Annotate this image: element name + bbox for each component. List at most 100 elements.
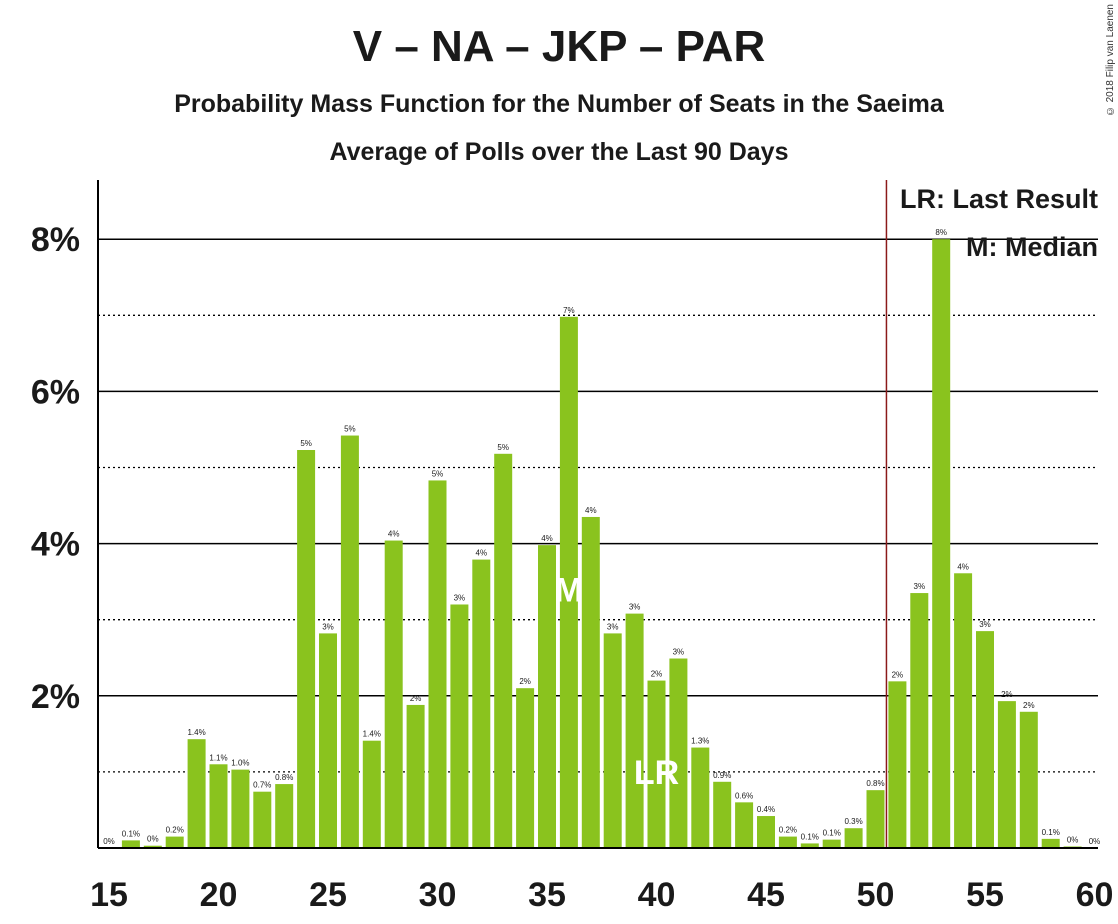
x-tick-label: 15	[90, 876, 128, 914]
chart-subtitle: Probability Mass Function for the Number…	[174, 90, 944, 118]
bar-seat-47	[800, 843, 819, 848]
bar-label-seat-26: 5%	[344, 425, 356, 434]
bar-label-seat-56: 2%	[1001, 690, 1013, 699]
bar-seat-43	[713, 781, 732, 848]
bar-seat-52	[910, 593, 929, 848]
bar-seat-46	[778, 836, 797, 848]
bar-seat-30	[428, 480, 447, 848]
bar-label-seat-38: 3%	[607, 622, 619, 631]
bar-label-seat-34: 2%	[519, 677, 531, 686]
bar-label-seat-19: 1.4%	[187, 728, 205, 737]
y-tick-label: 8%	[31, 221, 80, 259]
bar-seat-55	[976, 631, 994, 848]
x-tick-label: 35	[528, 876, 566, 914]
bar-label-seat-48: 0.1%	[823, 829, 841, 838]
bar-seat-57	[1019, 711, 1038, 848]
y-tick-label: 2%	[31, 678, 80, 716]
bar-label-seat-40: 2%	[651, 670, 663, 679]
bar-seat-58	[1041, 838, 1060, 848]
bar-label-seat-37: 4%	[585, 506, 597, 515]
chart-title: V – NA – JKP – PAR	[352, 22, 766, 71]
bar-seat-36	[559, 316, 578, 848]
bar-seat-24	[297, 449, 316, 848]
bar-label-seat-24: 5%	[300, 439, 312, 448]
bar-label-seat-57: 2%	[1023, 701, 1035, 710]
y-tick-label: 6%	[31, 373, 80, 411]
bar-label-seat-43: 0.9%	[713, 771, 731, 780]
last-result-marker: LR	[634, 754, 679, 792]
bar-label-seat-39: 3%	[629, 603, 641, 612]
bar-seat-26	[340, 435, 359, 848]
x-tick-label: 50	[857, 876, 895, 914]
bar-label-seat-23: 0.8%	[275, 773, 293, 782]
bar-seat-33	[494, 453, 513, 848]
legend-median: M: Median	[966, 232, 1098, 262]
bar-label-seat-46: 0.2%	[779, 826, 797, 835]
bar-label-seat-28: 4%	[388, 530, 400, 539]
bar-seat-54	[954, 573, 973, 848]
x-tick-label: 20	[200, 876, 238, 914]
chart-subtitle-2: Average of Polls over the Last 90 Days	[329, 138, 789, 166]
bar-label-seat-51: 2%	[892, 670, 904, 679]
bar-seat-18	[165, 836, 184, 848]
bar-label-seat-35: 4%	[541, 534, 553, 543]
bar-label-seat-32: 4%	[476, 549, 488, 558]
bar-seat-31	[450, 604, 469, 848]
y-tick-label: 4%	[31, 526, 80, 564]
bar-seat-21	[231, 769, 250, 848]
x-tick-label: 45	[747, 876, 785, 914]
bar-seat-17	[143, 845, 162, 848]
bar-seat-22	[253, 791, 272, 848]
bar-seat-50	[866, 790, 885, 848]
bar-label-seat-20: 1.1%	[209, 753, 227, 762]
bar-seat-25	[319, 633, 337, 848]
bar-seat-20	[209, 764, 228, 848]
bar-label-seat-22: 0.7%	[253, 781, 271, 790]
bar-seat-16	[121, 840, 140, 848]
bar-seat-40	[647, 680, 666, 848]
x-tick-label: 60	[1076, 876, 1114, 914]
bar-label-seat-52: 3%	[914, 582, 926, 591]
bar-label-seat-33: 5%	[497, 443, 509, 452]
bar-seat-35	[538, 545, 556, 848]
x-tick-label: 30	[419, 876, 457, 914]
bar-label-seat-31: 3%	[454, 593, 466, 602]
bar-seat-45	[757, 816, 775, 848]
bar-seat-38	[603, 633, 622, 848]
legend-last-result: LR: Last Result	[899, 184, 1098, 214]
bar-label-seat-59: 0%	[1067, 835, 1079, 844]
bar-seat-23	[275, 784, 294, 848]
bar-seat-29	[406, 704, 425, 848]
bar-seat-32	[472, 559, 491, 848]
bar-label-seat-50: 0.8%	[866, 779, 884, 788]
median-marker: M	[555, 571, 583, 609]
bar-seat-49	[844, 828, 863, 848]
bar-seat-37	[581, 516, 600, 848]
bar-seat-42	[691, 747, 710, 848]
bar-label-seat-29: 2%	[410, 694, 422, 703]
bar-seat-44	[735, 802, 754, 848]
bar-label-seat-49: 0.3%	[844, 817, 862, 826]
bar-seat-39	[625, 613, 644, 848]
bar-label-seat-42: 1.3%	[691, 737, 709, 746]
bar-label-seat-25: 3%	[322, 622, 334, 631]
bar-label-seat-58: 0.1%	[1042, 828, 1060, 837]
bar-seat-56	[997, 701, 1016, 848]
bar-label-seat-21: 1.0%	[231, 759, 249, 768]
bar-label-seat-54: 4%	[957, 562, 969, 571]
bar-label-seat-16: 0.1%	[122, 829, 140, 838]
bar-label-seat-60: 0%	[1089, 837, 1101, 846]
bar-label-seat-15: 0%	[103, 837, 115, 846]
bar-label-seat-45: 0.4%	[757, 805, 775, 814]
bar-label-seat-41: 3%	[673, 648, 685, 657]
bar-label-seat-53: 8%	[935, 228, 947, 237]
bar-label-seat-36: 7%	[563, 306, 575, 315]
bar-label-seat-55: 3%	[979, 620, 991, 629]
bar-seat-51	[888, 681, 907, 848]
bar-label-seat-27: 1.4%	[363, 730, 381, 739]
bar-label-seat-17: 0%	[147, 835, 159, 844]
bar-seat-41	[669, 658, 688, 848]
x-tick-label: 25	[309, 876, 347, 914]
bar-label-seat-18: 0.2%	[166, 826, 184, 835]
bar-seat-28	[384, 540, 403, 848]
